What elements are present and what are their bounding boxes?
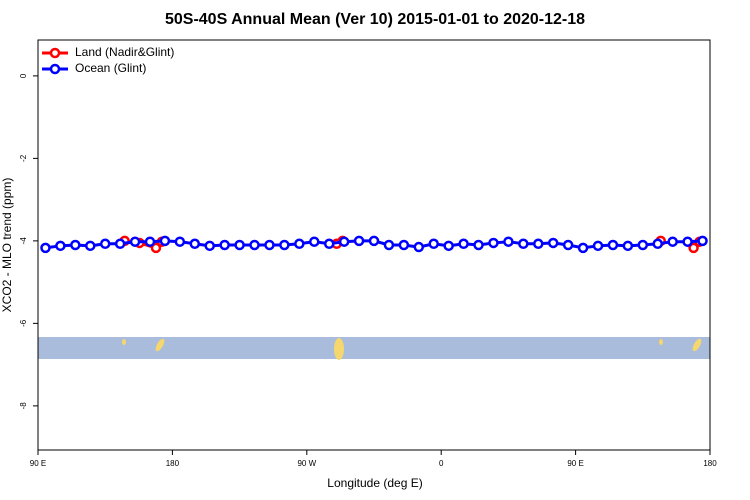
point xyxy=(383,239,395,251)
point xyxy=(592,240,604,252)
point xyxy=(443,240,454,252)
point xyxy=(174,236,186,247)
point xyxy=(428,238,439,250)
point xyxy=(189,238,201,250)
y-tick-label: -6 xyxy=(19,319,28,327)
point xyxy=(70,239,81,251)
point xyxy=(309,236,320,247)
point xyxy=(129,236,141,247)
point xyxy=(338,236,350,247)
x-tick-label: 0 xyxy=(439,459,444,468)
point xyxy=(114,238,126,250)
point xyxy=(577,242,589,254)
chart-title: 50S-40S Annual Mean (Ver 10) 2015-01-01 … xyxy=(165,11,585,28)
y-tick-label: 0 xyxy=(19,73,28,78)
point xyxy=(458,238,469,250)
y-tick-label: -2 xyxy=(19,154,28,162)
point xyxy=(413,241,425,253)
legend-marker xyxy=(49,47,61,59)
point xyxy=(533,238,544,250)
legend-label: Ocean (Glint) xyxy=(75,61,146,75)
x-tick-label: 90 E xyxy=(30,459,46,468)
x-tick-label: 180 xyxy=(703,459,717,468)
y-tick-label: -4 xyxy=(19,237,28,245)
x-tick-label: 90 W xyxy=(297,459,316,468)
point xyxy=(279,239,290,251)
point xyxy=(637,239,649,251)
point xyxy=(159,235,171,247)
point xyxy=(697,235,708,247)
x-axis-label: Longitude (deg E) xyxy=(327,476,422,490)
point xyxy=(234,239,245,251)
point xyxy=(368,235,380,247)
point xyxy=(667,236,678,247)
point xyxy=(219,239,230,251)
point xyxy=(85,240,96,252)
point xyxy=(204,240,215,252)
y-tick-label: -8 xyxy=(19,402,28,410)
point xyxy=(622,240,634,252)
x-tick-label: 90 E xyxy=(567,459,583,468)
point xyxy=(547,237,559,249)
map-band xyxy=(38,337,710,359)
land-shapes xyxy=(122,338,702,360)
point xyxy=(144,236,156,247)
point xyxy=(294,238,305,250)
point xyxy=(518,238,529,250)
point xyxy=(99,238,111,250)
point xyxy=(398,239,410,251)
point xyxy=(264,239,275,251)
point xyxy=(473,239,484,251)
point xyxy=(55,240,66,252)
x-tick-label: 180 xyxy=(166,459,180,468)
legend-label: Land (Nadir&Glint) xyxy=(75,45,174,59)
plot-frame xyxy=(37,39,711,451)
y-axis-label: XCO2 - MLO trend (ppm) xyxy=(0,178,14,313)
legend-marker xyxy=(49,63,61,75)
point xyxy=(323,238,335,250)
point xyxy=(488,237,499,249)
point xyxy=(607,239,619,251)
point xyxy=(562,239,574,251)
point xyxy=(353,235,365,247)
point xyxy=(249,239,260,251)
point xyxy=(688,242,699,254)
point xyxy=(503,236,514,247)
point xyxy=(652,238,663,250)
point xyxy=(40,242,51,254)
point xyxy=(682,236,693,247)
point xyxy=(150,242,162,254)
